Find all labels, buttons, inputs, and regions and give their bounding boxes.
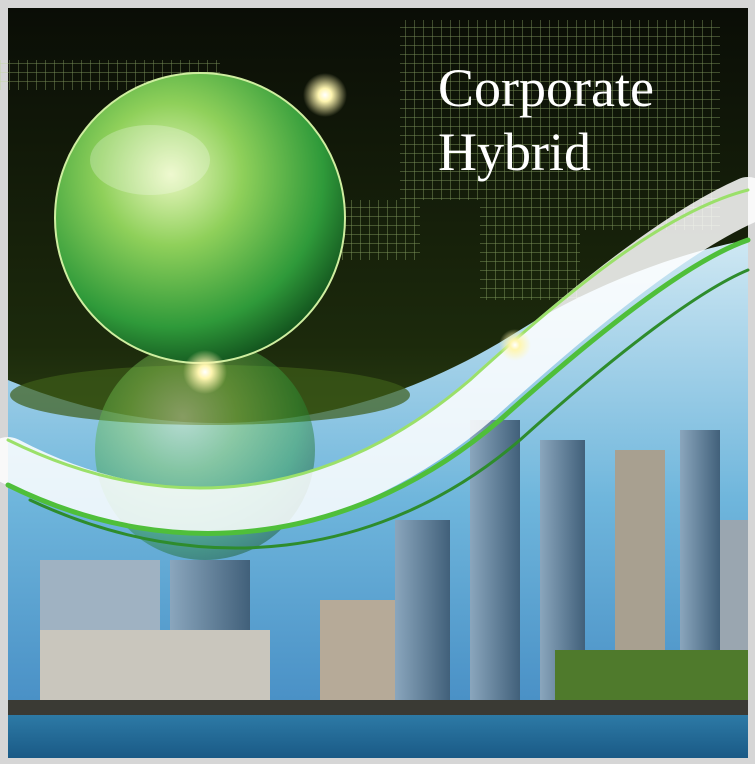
globe-highlight xyxy=(90,125,210,195)
poster: Corporate Hybrid xyxy=(0,0,755,764)
title-line: Hybrid xyxy=(438,122,591,182)
sparkle xyxy=(499,329,531,361)
globe xyxy=(55,73,345,363)
sparkle xyxy=(303,73,347,117)
page: Corporate Hybrid (() => { const data = J… xyxy=(0,0,755,764)
title-line: Corporate xyxy=(438,58,654,118)
sparkle xyxy=(183,350,227,394)
water xyxy=(8,715,748,758)
